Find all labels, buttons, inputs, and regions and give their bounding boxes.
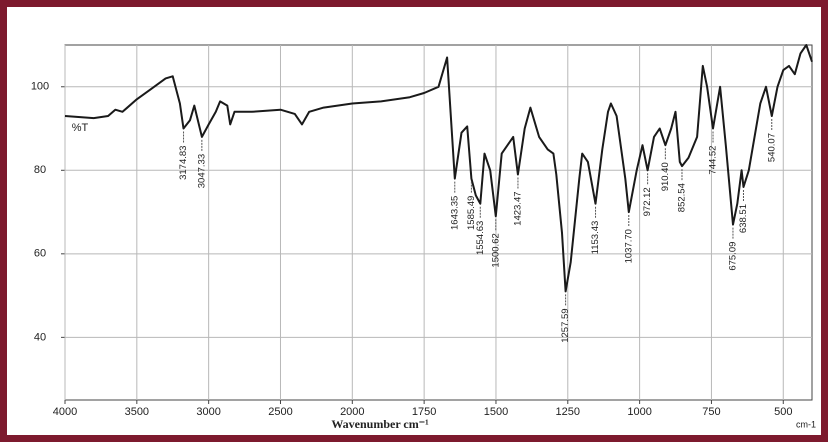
y-tick-label: 80 xyxy=(34,164,46,176)
peak-label: 3047.33 xyxy=(196,154,207,188)
x-tick-label: 750 xyxy=(702,406,720,418)
peak-label: 1554.63 xyxy=(475,221,486,255)
peak-label: 1153.43 xyxy=(590,221,601,255)
chart: %T Wavenumber cm⁻¹ cm-1 40 60 80 100 4000 350… xyxy=(31,44,816,431)
x-tick-label: 2000 xyxy=(340,406,364,418)
y-axis-label: %T xyxy=(72,122,89,134)
peak-label: 638.51 xyxy=(738,204,749,233)
peak-label: 1643.35 xyxy=(449,196,460,230)
x-tick-label: 4000 xyxy=(53,406,77,418)
x-tick-label: 500 xyxy=(774,406,792,418)
peak-label: 540.07 xyxy=(766,133,777,162)
x-tick-label: 1500 xyxy=(484,406,508,418)
peak-label: 675.09 xyxy=(727,242,738,271)
peak-label: 1037.70 xyxy=(623,229,634,263)
y-tick-label: 40 xyxy=(34,331,46,343)
peak-label: 1500.62 xyxy=(490,233,501,267)
x-unit-label: cm-1 xyxy=(796,419,816,429)
peak-label: 852.54 xyxy=(676,183,687,212)
x-tick-label: 1000 xyxy=(627,406,651,418)
peak-label: 1257.59 xyxy=(560,308,571,342)
x-axis-label: Wavenumber cm⁻¹ xyxy=(331,417,429,431)
peak-label: 3174.83 xyxy=(178,146,189,180)
x-tick-label: 1250 xyxy=(556,406,580,418)
peak-label: 910.40 xyxy=(660,162,671,191)
x-tick-label: 1750 xyxy=(412,406,436,418)
y-tick-label: 100 xyxy=(31,81,49,93)
spectrum-line xyxy=(64,44,813,293)
x-tick-label: 3000 xyxy=(196,406,220,418)
peak-label: 972.12 xyxy=(642,187,653,216)
x-tick-label: 2500 xyxy=(268,406,292,418)
peak-label: 1585.49 xyxy=(466,196,477,230)
y-tick-label: 60 xyxy=(34,248,46,260)
peak-label: 744.52 xyxy=(708,146,719,175)
x-tick-label: 3500 xyxy=(125,406,149,418)
peak-label: 1423.47 xyxy=(512,191,523,225)
